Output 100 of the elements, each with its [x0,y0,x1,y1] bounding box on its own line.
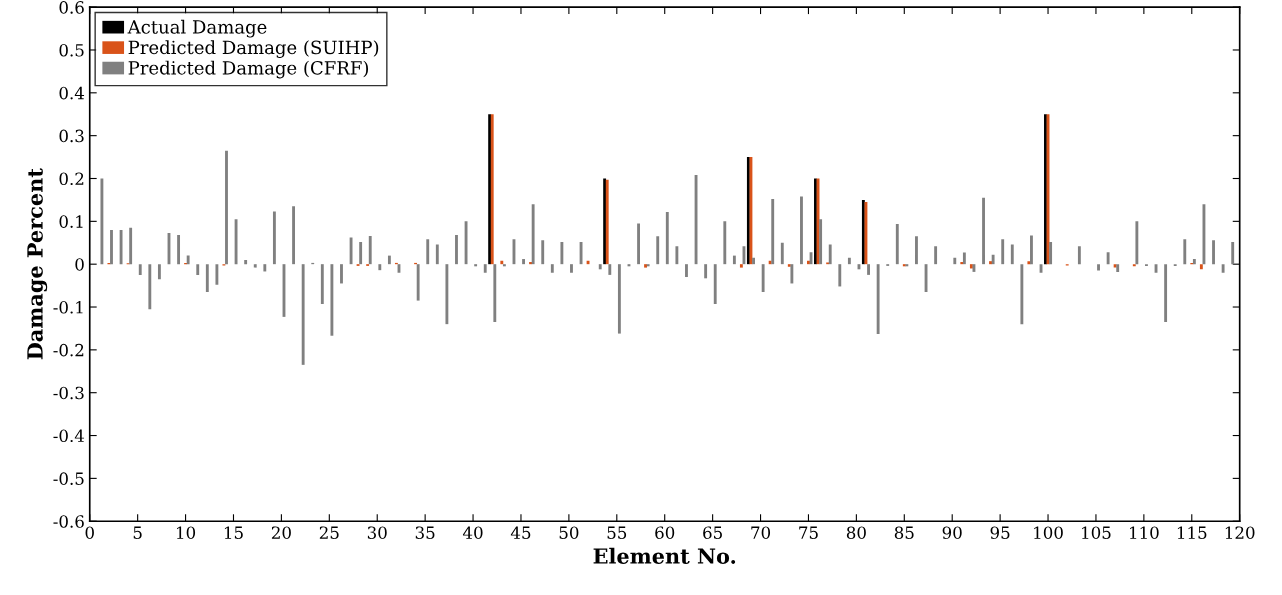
legend-label: Actual Damage [127,19,267,38]
bar [502,264,506,267]
x-tick-label: 10 [177,526,196,539]
bar [1001,239,1005,265]
bar [915,236,918,265]
bar [790,264,794,284]
bar [1027,261,1031,265]
bar [349,237,353,265]
bar [1183,239,1187,265]
x-tick-label: 115 [1177,526,1207,539]
bar [1020,264,1024,325]
x-axis-title: Element No. [593,547,736,564]
bar [962,252,966,265]
y-tick-label: -0.2 [53,343,84,357]
bar [1199,264,1203,270]
x-tick-label: 80 [846,526,866,539]
bar [531,204,535,265]
bar [819,219,823,265]
bar [522,259,525,265]
y-tick-label: 0.5 [59,43,84,57]
y-tick-label: -0.1 [53,300,83,314]
bar [272,211,276,265]
bar [982,197,985,265]
bar [1106,252,1110,265]
bar [234,219,238,265]
bar [426,239,430,265]
bar [1077,246,1081,265]
bar [550,264,554,273]
x-tick-label: 30 [367,526,387,539]
x-tick-label: 55 [607,526,627,539]
y-tick-label: 0.1 [59,215,83,228]
x-tick-label: 0 [85,526,94,539]
bar [847,257,851,265]
bar [780,242,784,265]
x-tick-label: 65 [703,526,722,539]
bar [876,264,880,335]
x-tick-label: 35 [415,526,435,539]
x-tick-label: 70 [751,526,771,539]
bar [196,264,200,275]
bar [292,206,296,265]
bar [1049,241,1053,265]
x-tick-label: 60 [655,526,675,539]
y-tick-label: -0.3 [53,386,84,400]
bar [637,223,640,265]
y-tick-label: 0.3 [59,129,84,143]
x-tick-label: 120 [1225,526,1255,539]
bar [807,260,810,265]
x-tick-label: 40 [462,526,483,539]
y-tick-label: 0.2 [59,172,84,186]
bar [1010,244,1014,265]
bar [828,244,832,265]
bar [529,262,532,265]
bar [752,257,755,265]
bar [713,264,717,305]
bar [500,260,504,265]
legend-label: Predicted Damage (SUIHP) [128,40,379,58]
bar [989,261,992,265]
x-tick-label: 45 [510,526,531,539]
bar [1030,235,1033,265]
bar [1097,264,1100,271]
bar [320,264,324,305]
bar [1221,264,1225,273]
bar [138,264,142,275]
bar [895,223,899,265]
x-tick-label: 20 [271,526,291,539]
bar [177,235,181,265]
bar [800,196,803,265]
x-tick-label: 85 [894,526,914,539]
bar [244,259,248,265]
bar [1135,221,1139,265]
bar [474,264,478,267]
bar [1212,240,1215,265]
y-axis-title: Damage Percent [27,168,48,360]
bar [991,254,995,265]
x-tick-label: 100 [1034,526,1063,539]
bar [157,264,161,280]
bar [560,241,564,265]
bar [732,255,736,265]
bar [368,235,372,265]
bar [771,199,775,265]
bar [570,264,573,273]
bar [541,240,545,265]
x-tick-label: 25 [319,526,339,539]
y-tick-label: 0 [75,258,84,271]
bar [110,229,113,265]
bar [739,264,743,268]
bar [934,246,938,265]
legend-label: Predicted Damage (CFRF) [128,60,369,79]
bar [761,264,765,293]
bar [960,262,964,265]
bar [205,264,209,293]
bar [445,264,449,325]
bar [416,264,420,301]
x-tick-label: 15 [224,526,243,539]
bar [301,264,305,365]
bar [387,255,391,265]
bar [100,178,104,265]
bar [953,257,957,265]
y-tick-label: -0.4 [53,429,85,443]
bar [1116,264,1120,272]
